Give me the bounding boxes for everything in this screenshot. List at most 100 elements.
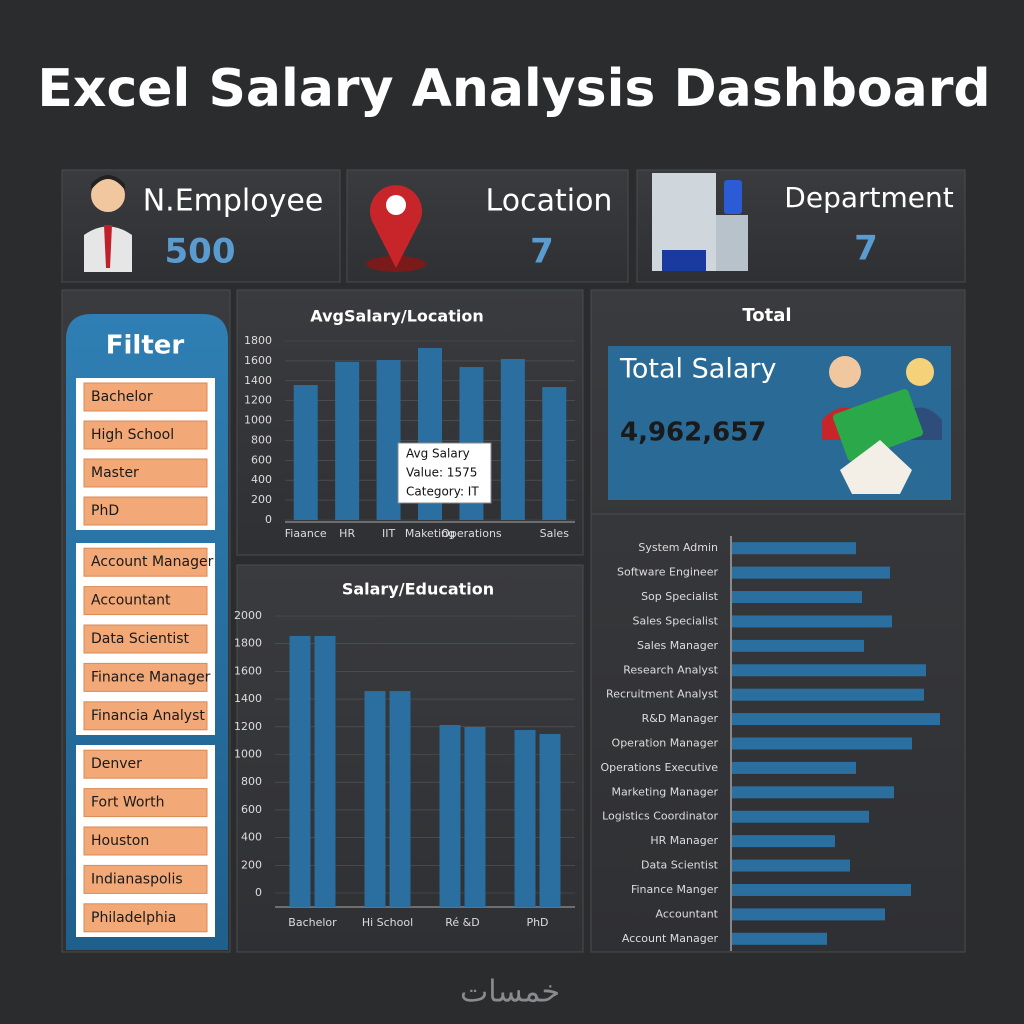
bar — [732, 908, 885, 921]
filter-item-label: Master — [91, 465, 139, 481]
chart-panel — [236, 289, 584, 556]
x-tick-label: Bachelor — [288, 916, 337, 929]
y-tick-label: 1200 — [234, 720, 262, 733]
kpi-label: N.Employee — [143, 184, 324, 219]
x-tick-label: Ré &D — [445, 916, 479, 929]
y-tick-label: 400 — [241, 831, 262, 844]
filter-item-label: Denver — [91, 756, 142, 772]
y-tick-label: Sales Manager — [637, 639, 718, 652]
y-tick-label: Finance Manger — [631, 883, 719, 896]
y-tick-label: 600 — [241, 803, 262, 816]
filter-title: Filter — [106, 331, 185, 361]
kpi-label: Location — [486, 184, 613, 219]
filter-item-label: Bachelor — [91, 389, 153, 405]
bar — [542, 387, 567, 520]
filter-item-label: Fort Worth — [91, 795, 165, 811]
y-tick-label: R&D Manager — [642, 712, 719, 725]
filter-item[interactable] — [83, 496, 208, 526]
filter-item[interactable] — [83, 788, 208, 818]
filter-item-label: Finance Manager — [91, 669, 211, 685]
chart-title: AvgSalary/Location — [310, 307, 483, 326]
bar — [732, 591, 862, 604]
x-tick-label: Hi School — [362, 916, 413, 929]
y-tick-label: Data Scientist — [641, 859, 719, 872]
y-tick-label: Software Engineer — [617, 566, 718, 579]
bar — [732, 639, 864, 652]
filter-item-label: Financia Analyst — [91, 708, 205, 724]
filter-item[interactable] — [83, 458, 208, 488]
filter-item[interactable] — [83, 624, 208, 654]
x-tick-label: Maketing — [405, 527, 455, 540]
bar — [364, 691, 386, 907]
bar — [732, 859, 850, 872]
y-tick-label: 1600 — [234, 664, 262, 677]
y-tick-label: 200 — [251, 493, 272, 506]
filter-item[interactable] — [83, 701, 208, 731]
bar — [335, 361, 360, 520]
y-tick-label: 600 — [251, 453, 272, 466]
y-tick-label: Research Analyst — [623, 663, 718, 676]
y-tick-label: 800 — [241, 775, 262, 788]
employee-icon — [84, 175, 132, 272]
x-tick-label: Sales — [540, 527, 570, 540]
bar — [732, 737, 912, 750]
y-tick-label: 1400 — [234, 692, 262, 705]
y-tick-label: 1200 — [244, 394, 272, 407]
y-tick-label: 200 — [241, 858, 262, 871]
x-tick-label: HR — [339, 527, 355, 540]
filter-item[interactable] — [83, 864, 208, 894]
bar — [464, 726, 486, 907]
tooltip-text: Value: 1575 — [406, 466, 477, 480]
y-tick-label: 0 — [265, 513, 272, 526]
total-title: Total — [742, 305, 791, 326]
tooltip-text: Category: IT — [406, 485, 479, 499]
y-tick-label: Operation Manager — [612, 737, 719, 750]
y-tick-label: 1400 — [244, 374, 272, 387]
total-label: Total Salary — [619, 354, 776, 385]
location-icon — [366, 185, 426, 272]
x-tick-label: PhD — [526, 916, 548, 929]
y-tick-label: Account Manager — [622, 932, 719, 945]
x-tick-label: Operations — [441, 527, 502, 540]
bar — [500, 358, 525, 520]
tooltip-text: Avg Salary — [406, 447, 470, 461]
y-tick-label: System Admin — [638, 541, 718, 554]
filter-item[interactable] — [83, 749, 208, 779]
filter-item[interactable] — [83, 826, 208, 856]
bar — [732, 615, 892, 628]
filter-item-label: Houston — [91, 833, 149, 849]
bar — [314, 635, 336, 907]
y-tick-label: Marketing Manager — [611, 785, 718, 798]
bar — [514, 729, 536, 907]
bar — [389, 691, 411, 907]
bar — [732, 664, 926, 677]
department-icon — [652, 173, 748, 271]
tooltip — [397, 442, 492, 504]
dashboard-title: Excel Salary Analysis Dashboard — [37, 59, 990, 119]
y-tick-label: HR Manager — [650, 834, 718, 847]
bar — [293, 385, 318, 520]
bar — [732, 835, 835, 848]
bar — [732, 883, 911, 896]
y-tick-label: Sales Specialist — [632, 614, 718, 627]
kpi-label: Department — [784, 181, 953, 214]
filter-item[interactable] — [83, 547, 208, 577]
y-tick-label: Recruitment Analyst — [606, 688, 719, 701]
y-tick-label: Sop Specialist — [641, 590, 719, 603]
bar — [289, 635, 311, 907]
filter-item[interactable] — [83, 420, 208, 450]
filter-item-label: Accountant — [91, 593, 171, 609]
watermark: خمسات — [460, 975, 560, 1010]
kpi-value: 7 — [854, 229, 878, 269]
filter-item-label: Data Scientist — [91, 631, 190, 647]
filter-item[interactable] — [83, 662, 208, 692]
x-tick-label: Fiaance — [285, 527, 327, 540]
filter-item-label: Account Manager — [91, 554, 214, 570]
filter-item-label: PhD — [91, 503, 119, 519]
chart-title: Salary/Education — [342, 580, 494, 599]
y-tick-label: Operations Executive — [600, 761, 718, 774]
filter-item[interactable] — [83, 586, 208, 616]
filter-item[interactable] — [83, 382, 208, 412]
filter-item[interactable] — [83, 903, 208, 933]
